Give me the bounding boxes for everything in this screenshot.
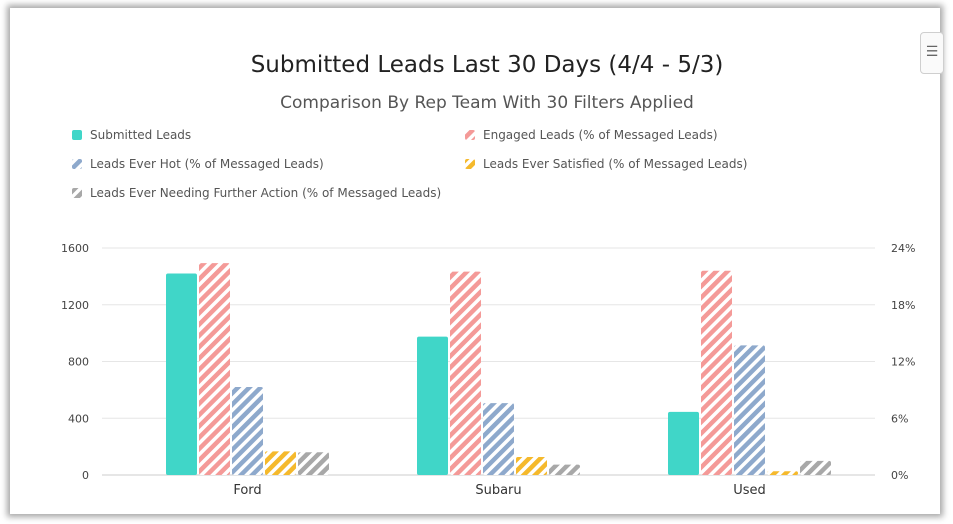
y-left-tick-label: 1600: [61, 242, 89, 255]
bar-engaged-leads-subaru[interactable]: [450, 271, 481, 475]
y-left-tick-label: 400: [68, 412, 89, 425]
legend-swatch-leads-ever-needing-further-action[interactable]: [72, 188, 82, 198]
chart-subtitle: Comparison By Rep Team With 30 Filters A…: [280, 93, 694, 113]
chart-axes: 0 0% 400 6% 800 12% 1200 18% 1600 24% Ford Subaru Us…: [61, 242, 915, 498]
legend-label-leads-ever-needing-further-action[interactable]: Leads Ever Needing Further Action (% of …: [90, 186, 441, 200]
bar-submitted-leads-ford[interactable]: [166, 273, 197, 475]
y-right-tick-label: 0%: [891, 469, 908, 482]
legend-label-engaged-leads[interactable]: Engaged Leads (% of Messaged Leads): [483, 128, 718, 142]
y-left-tick-label: 0: [82, 469, 89, 482]
y-left-tick-label: 800: [68, 356, 89, 369]
legend-label-submitted-leads[interactable]: Submitted Leads: [90, 128, 191, 142]
legend-swatch-leads-ever-satisfied[interactable]: [465, 159, 475, 169]
chart-bars: [166, 263, 831, 475]
bar-engaged-leads-used[interactable]: [701, 270, 732, 475]
x-category-label: Subaru: [475, 483, 521, 498]
legend-swatch-submitted-leads[interactable]: [72, 130, 82, 140]
y-right-tick-label: 24%: [891, 242, 915, 255]
bar-submitted-leads-subaru[interactable]: [417, 336, 448, 475]
chart-legend: Submitted Leads Engaged Leads (% of Messa…: [72, 128, 747, 200]
bar-leads-ever-hot-ford[interactable]: [232, 387, 263, 475]
bar-engaged-leads-ford[interactable]: [199, 263, 230, 475]
bar-leads-ever-satisfied-subaru[interactable]: [516, 457, 547, 475]
chart-menu-icon[interactable]: ☰: [920, 32, 944, 74]
legend-swatch-engaged-leads[interactable]: [465, 130, 475, 140]
y-right-tick-label: 18%: [891, 299, 915, 312]
bar-leads-ever-needing-further-action-used[interactable]: [800, 460, 831, 475]
legend-label-leads-ever-hot[interactable]: Leads Ever Hot (% of Messaged Leads): [90, 157, 324, 171]
bar-leads-ever-needing-further-action-subaru[interactable]: [549, 464, 580, 475]
legend-swatch-leads-ever-hot[interactable]: [72, 159, 82, 169]
x-category-label: Ford: [233, 483, 261, 498]
bar-leads-ever-needing-further-action-ford[interactable]: [298, 452, 329, 475]
bar-leads-ever-hot-subaru[interactable]: [483, 403, 514, 475]
chart-title: Submitted Leads Last 30 Days (4/4 - 5/3): [251, 52, 724, 78]
legend-label-leads-ever-satisfied[interactable]: Leads Ever Satisfied (% of Messaged Lead…: [483, 157, 747, 171]
y-left-tick-label: 1200: [61, 299, 89, 312]
bar-leads-ever-hot-used[interactable]: [734, 345, 765, 475]
x-category-label: Used: [733, 483, 766, 498]
y-right-tick-label: 6%: [891, 412, 908, 425]
y-right-tick-label: 12%: [891, 356, 915, 369]
bar-submitted-leads-used[interactable]: [668, 411, 699, 475]
bar-leads-ever-satisfied-ford[interactable]: [265, 451, 296, 475]
bar-leads-ever-satisfied-used[interactable]: [767, 471, 798, 475]
